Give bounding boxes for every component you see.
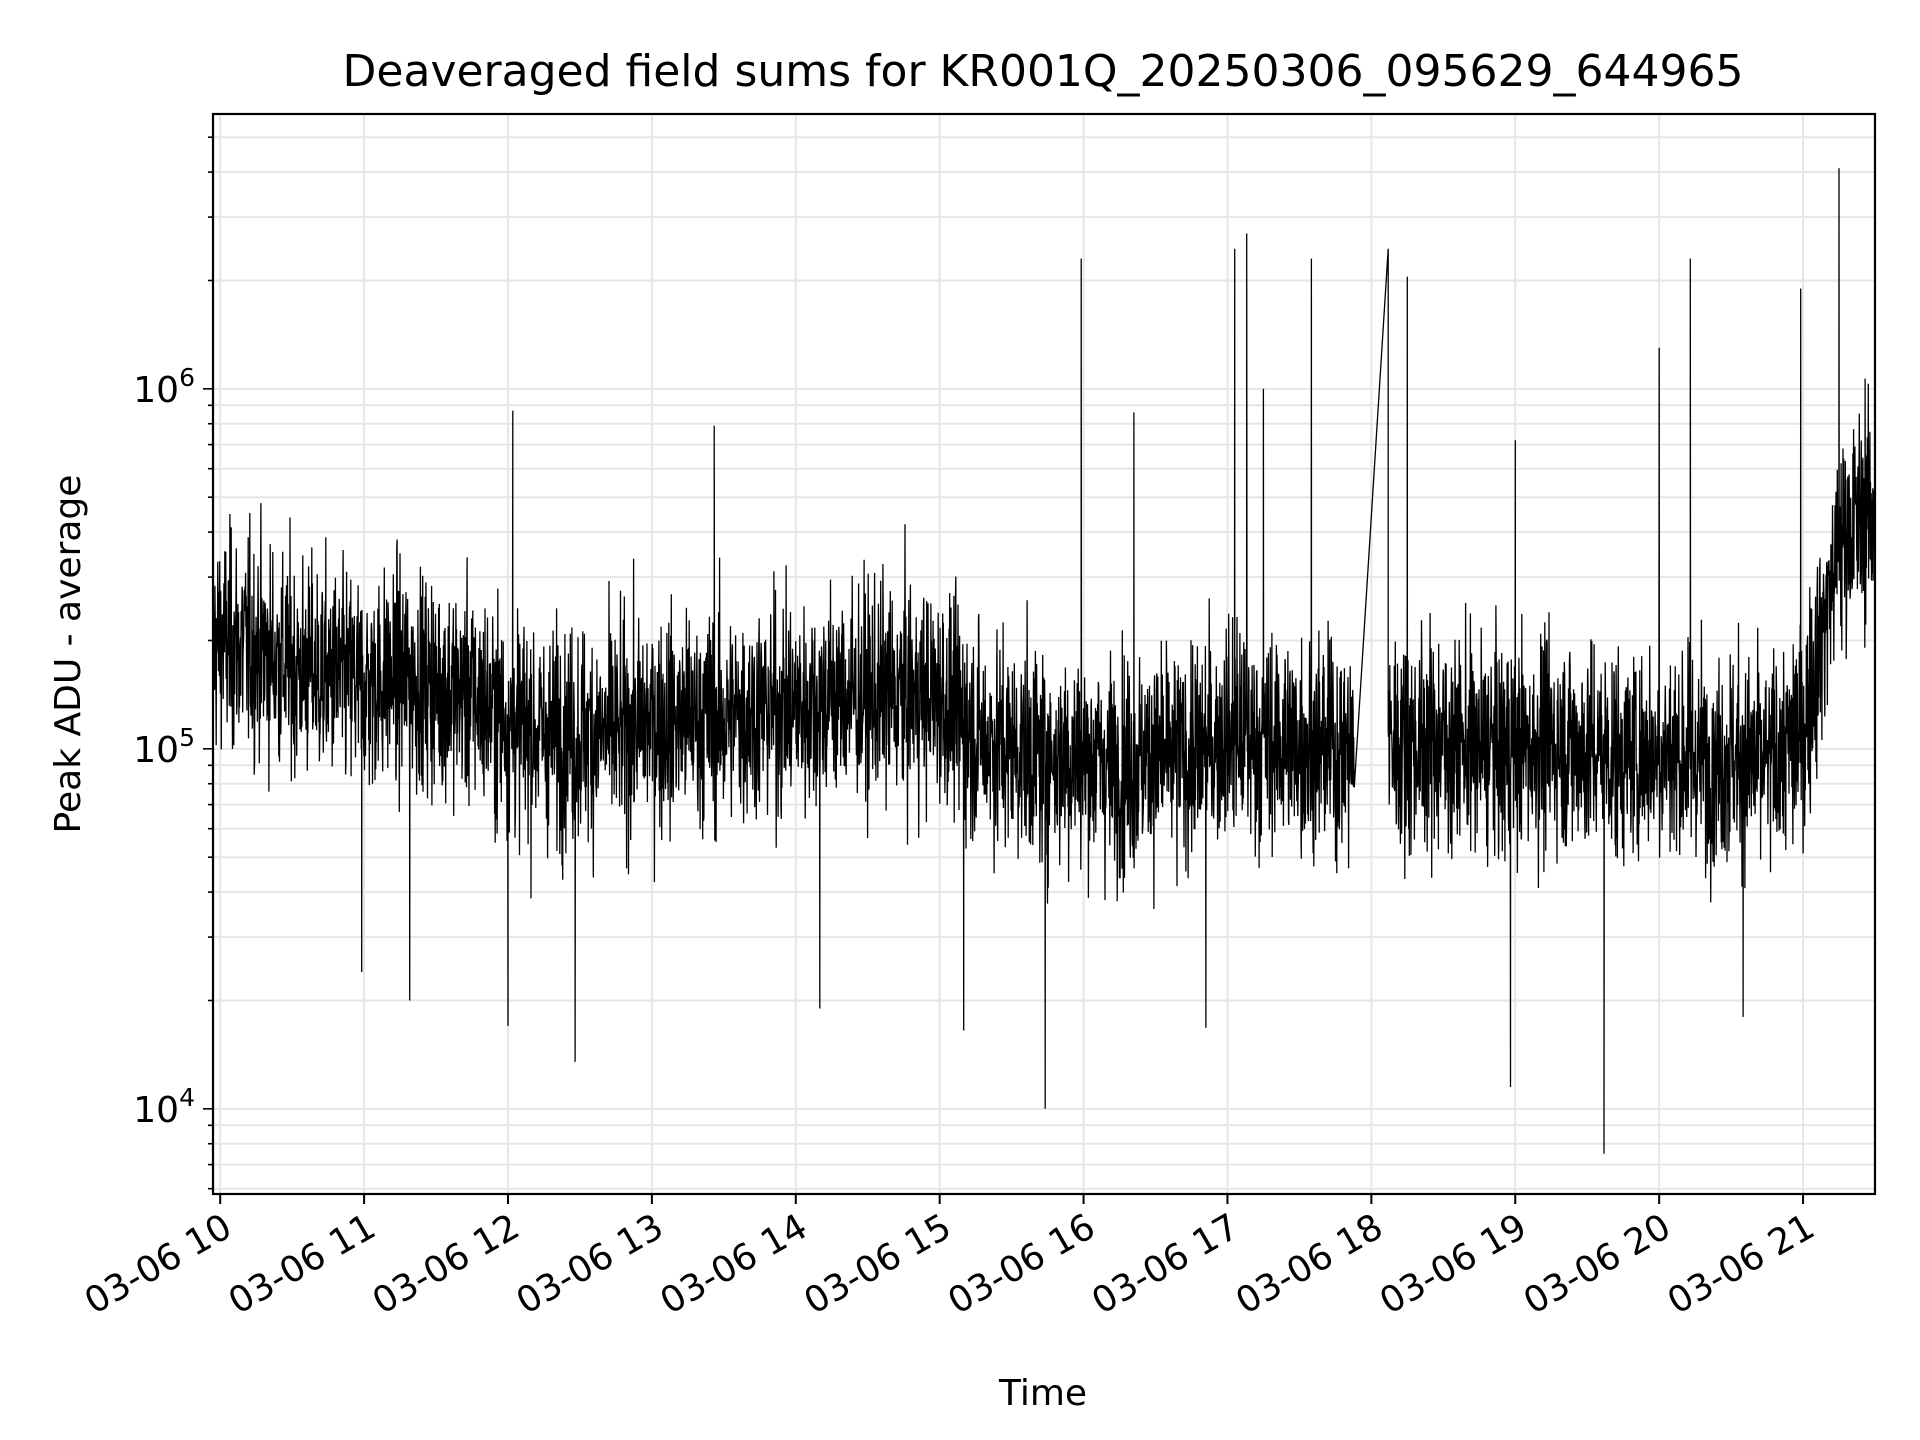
x-axis-label: Time xyxy=(998,1373,1087,1414)
y-tick-label: 104 xyxy=(133,1083,195,1131)
axes-frame xyxy=(211,112,1877,1196)
y-axis-label: Peak ADU - average xyxy=(48,475,89,834)
plot-area xyxy=(212,168,1876,1154)
data-series-line xyxy=(212,168,1876,1154)
chart-title: Deaveraged field sums for KR001Q_2025030… xyxy=(343,46,1744,97)
